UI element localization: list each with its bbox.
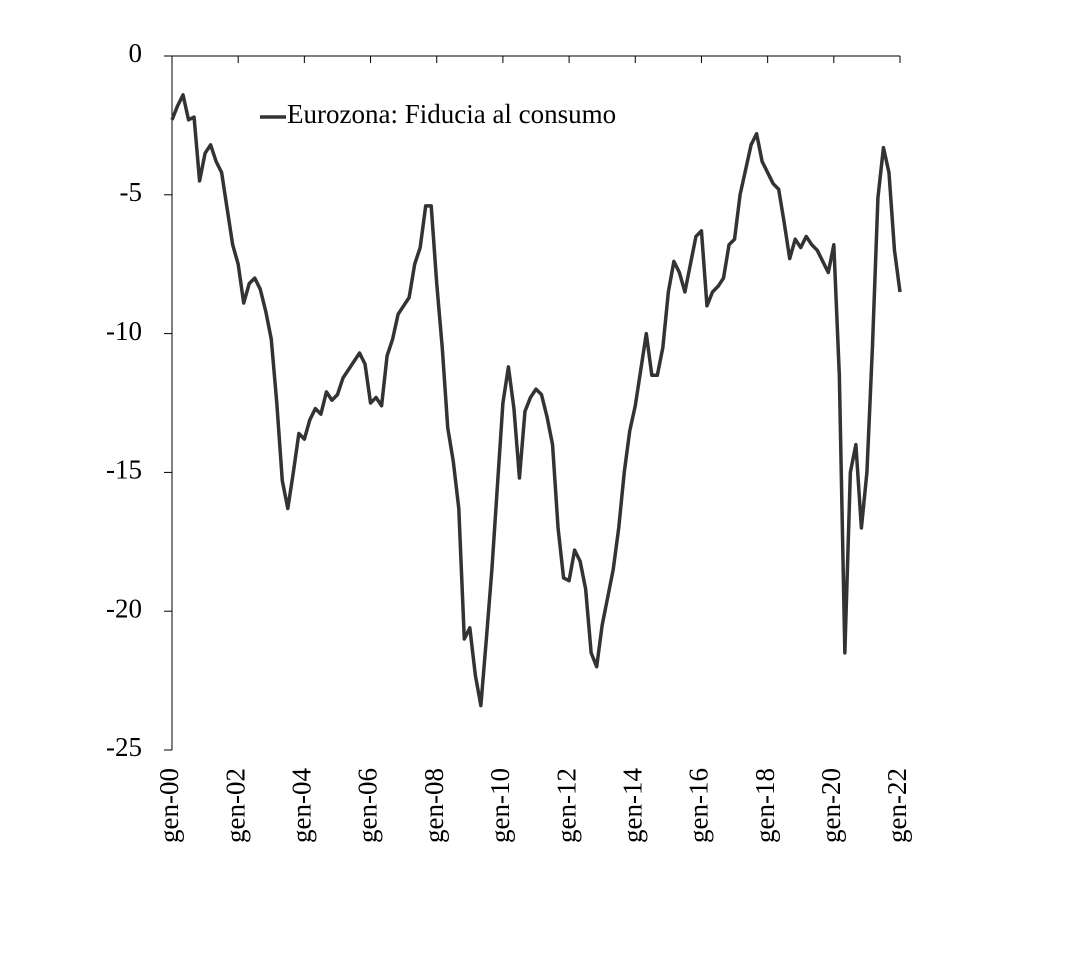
y-tick-label: -10 [106,316,142,346]
y-tick-label: -5 [120,177,143,207]
y-tick-label: 0 [129,38,143,68]
y-tick-label: -20 [106,593,142,623]
x-tick-label: gen-18 [750,768,780,843]
x-tick-label: gen-04 [287,768,317,843]
x-tick-label: gen-08 [419,768,449,843]
x-tick-label: gen-12 [551,768,581,843]
y-tick-label: -25 [106,732,142,762]
x-tick-label: gen-06 [353,768,383,843]
legend-label: Eurozona: Fiducia al consumo [287,99,616,129]
x-tick-label: gen-14 [617,768,647,843]
x-tick-label: gen-16 [684,768,714,843]
x-tick-label: gen-02 [220,768,250,843]
x-tick-label: gen-22 [882,768,912,843]
x-tick-label: gen-20 [816,768,846,843]
x-tick-label: gen-00 [154,768,184,843]
x-tick-label: gen-10 [485,768,515,843]
line-series [170,93,902,708]
y-tick-label: -15 [106,455,142,485]
